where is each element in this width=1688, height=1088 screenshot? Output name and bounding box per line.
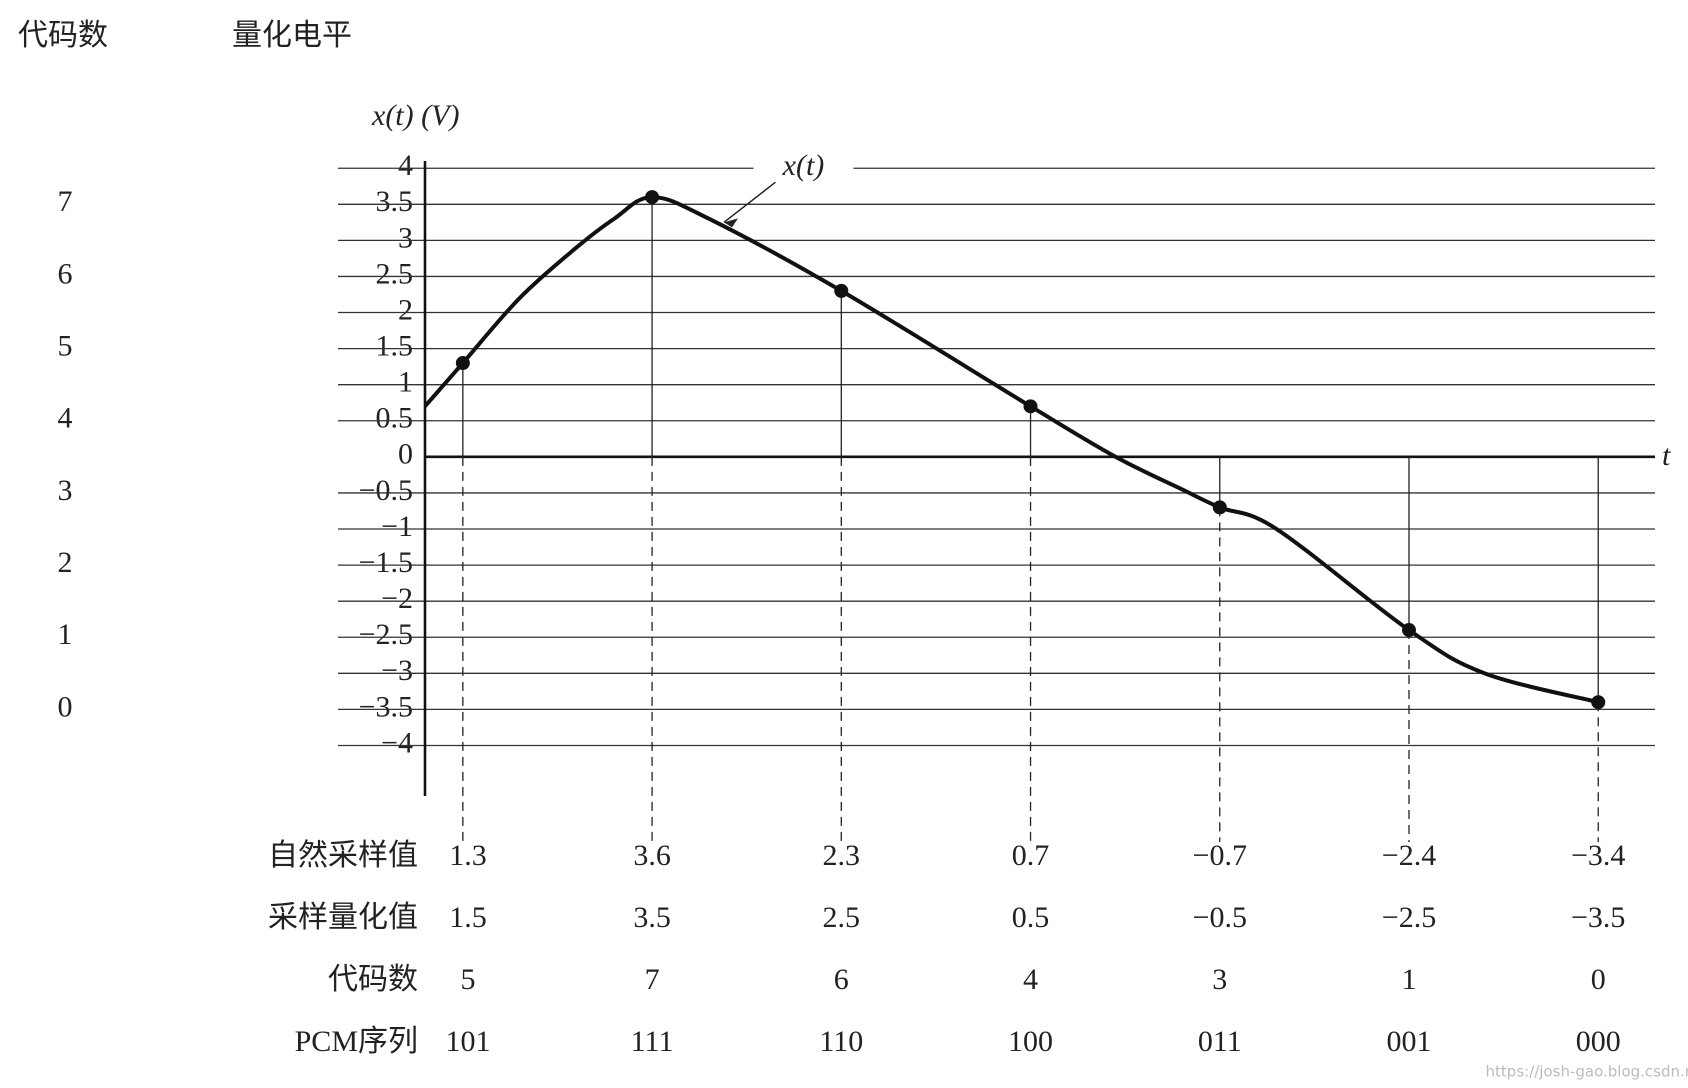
y-tick-label: −3.5 — [359, 690, 413, 723]
code-level: 7 — [58, 185, 73, 218]
table-cell: 5 — [461, 963, 476, 996]
table-cell: −0.7 — [1193, 839, 1247, 872]
code-level: 6 — [58, 257, 73, 290]
table-cell: 110 — [819, 1025, 863, 1058]
table-cell: −2.4 — [1382, 839, 1436, 872]
table-cell: 101 — [446, 1025, 491, 1058]
y-tick-label: 1 — [398, 366, 413, 399]
y-tick-label: 2.5 — [376, 257, 414, 290]
table-cell: 1 — [1402, 963, 1417, 996]
table-cell: −0.5 — [1193, 901, 1247, 934]
table-cell: 3 — [1212, 963, 1227, 996]
table-cell: 2.3 — [823, 839, 861, 872]
row-label: 代码数 — [328, 963, 418, 996]
sample-point — [1023, 399, 1038, 414]
code-level: 0 — [58, 690, 73, 723]
column-header: 代码数 — [18, 19, 108, 52]
sample-point — [1591, 695, 1606, 710]
table-cell: 0.5 — [1012, 901, 1050, 934]
table-cell: 111 — [631, 1025, 674, 1058]
table-cell: 011 — [1198, 1025, 1242, 1058]
y-tick-label: 1.5 — [376, 330, 414, 363]
sample-point — [834, 283, 849, 298]
table-cell: −2.5 — [1382, 901, 1436, 934]
y-tick-label: −4 — [381, 726, 413, 759]
table-cell: 1.5 — [449, 901, 487, 934]
y-tick-label: −2.5 — [359, 618, 413, 651]
code-level: 2 — [58, 546, 73, 579]
code-level: 3 — [58, 474, 73, 507]
table-cell: 0 — [1591, 963, 1606, 996]
row-label: 采样量化值 — [268, 901, 418, 934]
curve-label: x(t) — [782, 149, 825, 182]
y-axis-label: x(t) (V) — [371, 99, 459, 132]
table-cell: 000 — [1576, 1025, 1621, 1058]
table-cell: 7 — [645, 963, 660, 996]
y-tick-label: −2 — [381, 582, 413, 615]
y-tick-label: −1.5 — [359, 546, 413, 579]
sample-point — [645, 190, 660, 205]
sample-point — [1212, 500, 1227, 515]
column-header: 量化电平 — [232, 19, 352, 52]
watermark: https://josh-gao.blog.csdn.net/ — [1486, 1063, 1688, 1081]
y-tick-label: −0.5 — [359, 474, 413, 507]
y-tick-label: −1 — [381, 510, 413, 543]
y-tick-label: 2 — [398, 293, 413, 326]
table-cell: 4 — [1023, 963, 1038, 996]
y-tick-label: −3 — [381, 654, 413, 687]
y-tick-label: 3 — [398, 221, 413, 254]
code-level: 4 — [58, 402, 73, 435]
curve — [423, 195, 1599, 705]
y-tick-label: 0 — [398, 438, 413, 471]
table-cell: 001 — [1387, 1025, 1432, 1058]
y-tick-label: 4 — [398, 149, 413, 182]
arrow-head — [723, 218, 738, 228]
row-label: 自然采样值 — [268, 839, 418, 872]
table-cell: −3.5 — [1571, 901, 1625, 934]
table-cell: 1.3 — [449, 839, 487, 872]
table-cell: 2.5 — [823, 901, 861, 934]
table-cell: 0.7 — [1012, 839, 1050, 872]
table-cell: 3.5 — [633, 901, 671, 934]
code-level: 1 — [58, 618, 73, 651]
sample-point — [455, 356, 470, 371]
table-cell: 3.6 — [633, 839, 671, 872]
x-axis-label: t — [1662, 439, 1671, 472]
y-tick-label: 0.5 — [376, 402, 414, 435]
sample-point — [1402, 623, 1416, 638]
row-label: PCM序列 — [295, 1025, 418, 1058]
y-tick-label: 3.5 — [376, 185, 414, 218]
table-cell: −3.4 — [1571, 839, 1625, 872]
code-level: 5 — [58, 330, 73, 363]
label-arrow — [723, 181, 776, 223]
table-cell: 100 — [1008, 1025, 1053, 1058]
table-cell: 6 — [834, 963, 849, 996]
label-bg — [753, 150, 854, 187]
